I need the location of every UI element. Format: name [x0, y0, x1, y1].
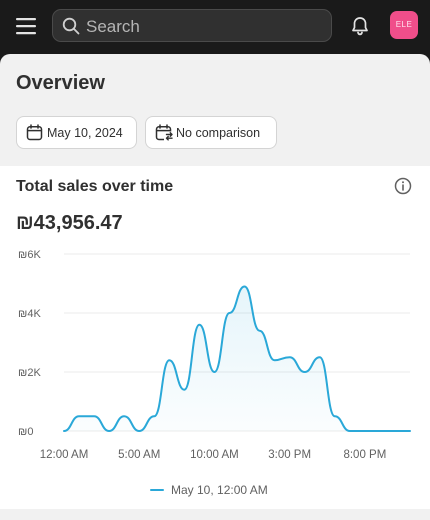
main-content: Overview May 10, 2024 No comparison Tota… — [0, 54, 430, 520]
x-tick-label: 10:00 AM — [190, 449, 239, 461]
series-area — [64, 286, 410, 431]
search-input[interactable] — [84, 10, 328, 43]
calendar-icon — [26, 124, 43, 141]
x-tick-label: 5:00 AM — [118, 449, 160, 461]
date-filter-button[interactable]: May 10, 2024 — [16, 116, 137, 149]
comparison-filter-button[interactable]: No comparison — [145, 116, 277, 149]
y-tick-label: ₪2K — [18, 367, 41, 379]
calendar-compare-icon — [155, 124, 173, 141]
total-sales-value: ₪43,956.47 — [16, 212, 123, 234]
y-tick-label: ₪4K — [18, 308, 41, 320]
search-icon — [62, 17, 80, 35]
menu-icon[interactable] — [15, 16, 37, 36]
comparison-filter-label: No comparison — [176, 126, 261, 140]
card-title: Total sales over time — [16, 178, 174, 195]
info-icon[interactable] — [394, 177, 412, 195]
bell-icon[interactable] — [349, 15, 371, 37]
date-filter-label: May 10, 2024 — [47, 126, 123, 140]
top-bar: ELE — [0, 0, 430, 54]
sales-chart-card: Total sales over time ₪43,956.47 ₪0 ₪2K ₪4… — [0, 166, 430, 509]
series-line — [63, 285, 411, 432]
chart-legend[interactable]: May 10, 12:00 AM — [150, 483, 268, 497]
page-title: Overview — [16, 72, 105, 94]
x-tick-label: 8:00 PM — [343, 449, 386, 461]
sales-chart: ₪0 ₪2K ₪4K ₪6K 12:00 AM 5:00 AM 10:00 AM 3:00 … — [18, 249, 411, 497]
x-tick-label: 12:00 AM — [40, 449, 89, 461]
legend-label: May 10, 12:00 AM — [171, 483, 268, 497]
avatar[interactable]: ELE — [390, 11, 418, 39]
x-tick-label: 3:00 PM — [268, 449, 311, 461]
y-tick-label: ₪6K — [18, 249, 41, 261]
y-tick-label: ₪0 — [18, 426, 33, 438]
search-box[interactable] — [52, 9, 332, 43]
